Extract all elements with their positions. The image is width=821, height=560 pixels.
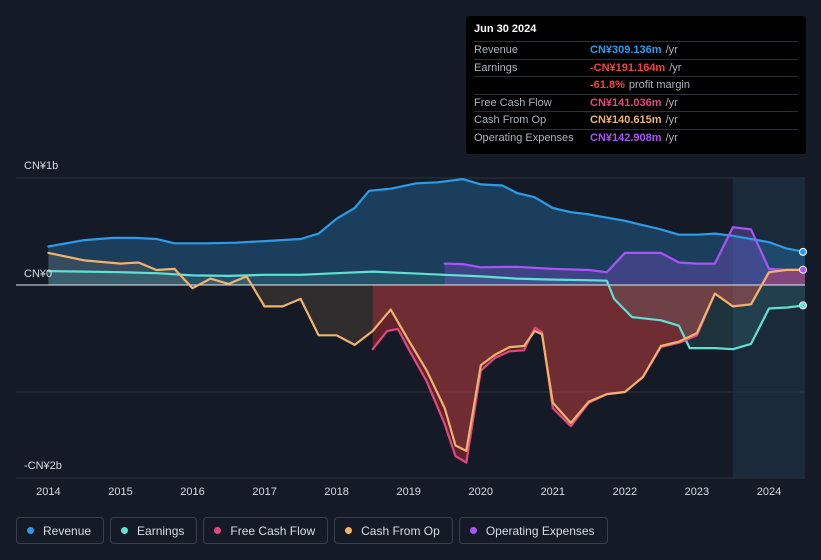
tooltip-row-value: CN¥141.036m: [590, 96, 662, 109]
tooltip-row-label: Free Cash Flow: [474, 96, 552, 109]
x-tick-label: 2014: [36, 486, 60, 498]
tooltip-row-unit: /yr: [665, 131, 678, 144]
tooltip-row-value: CN¥140.615m: [590, 114, 662, 127]
line-revenue: [47, 178, 807, 253]
endpoint-dot-operating-expenses: [799, 265, 807, 274]
tooltip-row-unit: profit margin: [628, 79, 690, 92]
tooltip-row: Free Cash Flow CN¥141.036m/yr: [474, 93, 798, 112]
line-operating-expenses: [443, 226, 807, 274]
legend-item-revenue[interactable]: Revenue: [16, 517, 105, 544]
x-tick-label: 2021: [541, 486, 565, 498]
legend-item-cash-from-op[interactable]: Cash From Op: [334, 517, 453, 544]
y-tick-label: CN¥1b: [24, 160, 58, 172]
area-cash-from-op: [48, 252, 805, 451]
tooltip-row-label: Operating Expenses: [474, 131, 574, 144]
tooltip-row-value: CN¥142.908m: [590, 131, 662, 144]
legend-dot-icon: [27, 527, 34, 534]
tooltip-row-value: CN¥309.136m: [590, 44, 662, 57]
label-layer: CN¥1b CN¥0 -CN¥2b 2014 2015 2016 2017 2018 2019 2…: [24, 160, 781, 498]
endpoint-dot-revenue: [799, 247, 807, 256]
legend: Revenue Earnings Free Cash Flow Cash From O…: [16, 517, 608, 544]
legend-label: Revenue: [43, 523, 92, 538]
x-tick-label: 2020: [469, 486, 493, 498]
x-tick-label: 2017: [252, 486, 276, 498]
line-layer: [16, 178, 807, 464]
legend-label: Operating Expenses: [485, 523, 595, 538]
legend-dot-icon: [469, 527, 477, 534]
tooltip-rows: Revenue CN¥309.136m/yr Earnings -CN¥191.164…: [474, 41, 798, 146]
dot-layer: [799, 247, 807, 310]
tooltip-row: Cash From Op CN¥140.615m/yr: [474, 111, 798, 129]
legend-item-earnings[interactable]: Earnings: [110, 517, 198, 544]
tooltip-row-unit: /yr: [665, 44, 678, 57]
endpoint-dot-earnings: [799, 301, 807, 310]
tooltip-row-label: Revenue: [474, 44, 519, 57]
legend-dot-icon: [345, 527, 353, 534]
legend-dot-icon: [121, 527, 129, 534]
legend-item-operating-expenses[interactable]: Operating Expenses: [458, 517, 608, 544]
area-layer: [48, 179, 805, 463]
area-earnings: [48, 271, 805, 350]
tooltip-row-unit: /yr: [665, 96, 678, 109]
tooltip-row-label: Cash From Op: [474, 114, 547, 127]
tooltip-row-value: -61.8%: [590, 79, 625, 92]
legend-dot-icon: [214, 527, 222, 534]
tooltip-row-unit: /yr: [669, 61, 682, 74]
area-revenue: [48, 179, 805, 285]
legend-label: Cash From Op: [361, 523, 440, 538]
tooltip-row: Revenue CN¥309.136m/yr: [474, 41, 798, 59]
tooltip-row-value: -CN¥191.164m: [590, 61, 666, 74]
tooltip-row: Operating Expenses CN¥142.908m/yr: [474, 128, 798, 147]
y-tick-label: -CN¥2b: [24, 460, 62, 472]
line-cash-from-op: [47, 251, 807, 452]
x-tick-label: 2016: [180, 486, 204, 498]
line-earnings: [47, 270, 807, 351]
tooltip-date: Jun 30 2024: [474, 23, 537, 35]
x-tick-label: 2022: [613, 486, 637, 498]
area-free-cash-flow: [372, 269, 805, 463]
legend-item-free-cash-flow[interactable]: Free Cash Flow: [203, 517, 329, 544]
tooltip-row: -61.8% profit margin: [474, 76, 798, 94]
y-tick-label: CN¥0: [24, 268, 52, 280]
x-tick-label: 2024: [757, 486, 781, 498]
area-operating-expenses: [444, 227, 805, 285]
tooltip-row-unit: /yr: [665, 114, 678, 127]
x-tick-label: 2015: [108, 486, 132, 498]
tooltip-row-label: Earnings: [474, 61, 518, 74]
tooltip-panel: Jun 30 2024 Revenue CN¥309.136m/yr Earning…: [466, 16, 806, 154]
legend-label: Earnings: [137, 523, 185, 538]
tooltip-row: Earnings -CN¥191.164m/yr: [474, 58, 798, 77]
x-tick-label: 2019: [396, 486, 420, 498]
x-tick-label: 2023: [685, 486, 709, 498]
x-tick-label: 2018: [324, 486, 348, 498]
legend-label: Free Cash Flow: [230, 523, 316, 538]
